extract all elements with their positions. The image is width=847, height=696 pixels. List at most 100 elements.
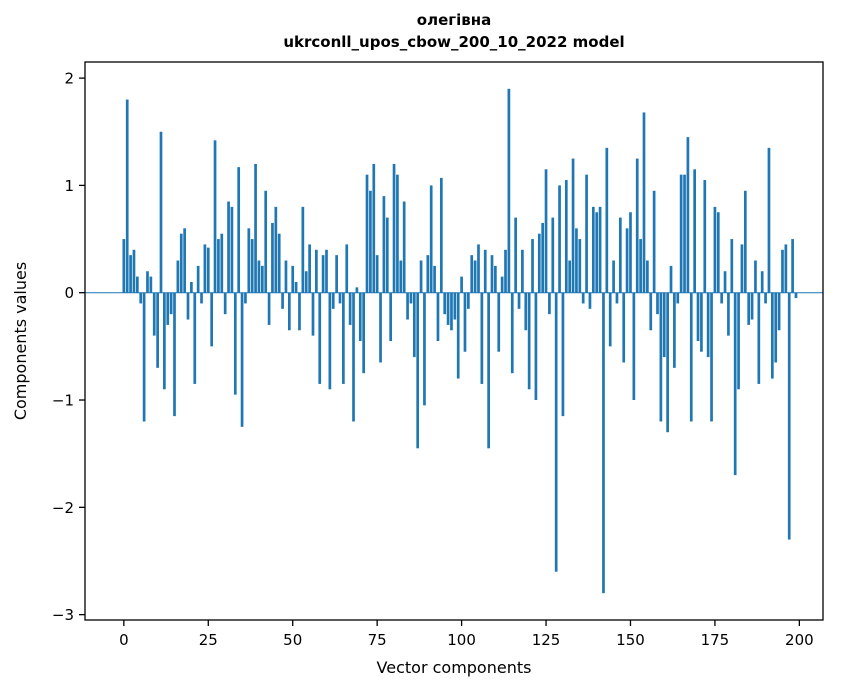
bar [433,265,436,293]
bar [662,292,666,358]
bar [757,292,761,384]
x-tick-label: 125 [532,631,561,649]
bar [500,276,504,293]
bar [186,292,190,320]
bar [247,228,251,293]
x-tick-label: 200 [785,631,814,649]
bar [149,276,153,293]
bar [558,185,561,293]
bar [193,292,197,384]
bar [419,260,423,293]
y-tick-label: 0 [64,284,74,302]
bar [385,217,389,293]
bar [700,292,703,352]
bar [534,292,538,401]
bar [693,169,696,293]
bar [514,217,517,293]
bar [220,233,224,293]
bar [777,292,781,331]
bar [230,206,234,293]
bar [294,281,298,293]
x-tick-label: 0 [119,631,129,649]
bar [571,158,575,293]
bar [477,244,480,293]
axes-frame [84,61,824,621]
bar [470,255,474,293]
bar [706,292,710,358]
plot-border [84,61,824,621]
y-tick-label: −3 [52,606,74,624]
bar [179,233,183,293]
bar [331,292,335,309]
bar [460,276,463,293]
bar [244,292,247,304]
bar [531,239,534,293]
bar [446,292,450,325]
bar [740,244,744,293]
bar [206,247,210,293]
bar [375,255,379,293]
bar [402,201,406,293]
bar [254,163,257,293]
bar [794,292,798,299]
bar [315,249,318,293]
bar [507,88,511,293]
bar [504,249,507,293]
bar [325,249,328,293]
bar [146,271,149,293]
bar [429,185,433,293]
bar [733,292,737,476]
bar [649,292,653,331]
bar [318,292,322,384]
bar [537,233,541,293]
bar [301,206,305,293]
bar [203,244,207,293]
bar [473,260,477,293]
bar [304,271,308,293]
bar [591,206,595,293]
bar [524,292,528,331]
bar [787,292,791,540]
bar [781,249,784,293]
bar [669,265,673,293]
bar [136,276,139,293]
x-tick-label: 175 [701,631,730,649]
bar [372,163,376,293]
bar [605,147,609,293]
bar [646,260,649,293]
bar [166,292,170,325]
bar [210,292,214,347]
bar [406,292,409,320]
bar [122,239,126,293]
bar [267,292,271,325]
x-tick-label: 25 [199,631,218,649]
bar [260,265,264,293]
bar [598,206,602,293]
bar [183,228,186,293]
bar [139,292,143,304]
bar [173,292,176,417]
bar [588,292,592,309]
bar [629,212,632,293]
bar [287,292,291,331]
ticks-group: 0 25 50 75 100 125 150 175 200 −3 −2 −1 0 1 2 [52,70,814,649]
bar [308,244,311,293]
x-tick-label: 50 [283,631,302,649]
bar [683,174,686,293]
bar [213,140,217,293]
bar [625,228,629,293]
bar [342,292,345,384]
x-tick-label: 75 [368,631,387,649]
bar [764,292,767,304]
bar [720,292,724,304]
bar [747,292,751,325]
bar [686,137,690,293]
bar [544,169,548,293]
bar [767,147,771,293]
bar [284,260,288,293]
bar [274,206,278,293]
bar [271,222,274,293]
bar [554,292,558,572]
bar [382,196,386,293]
